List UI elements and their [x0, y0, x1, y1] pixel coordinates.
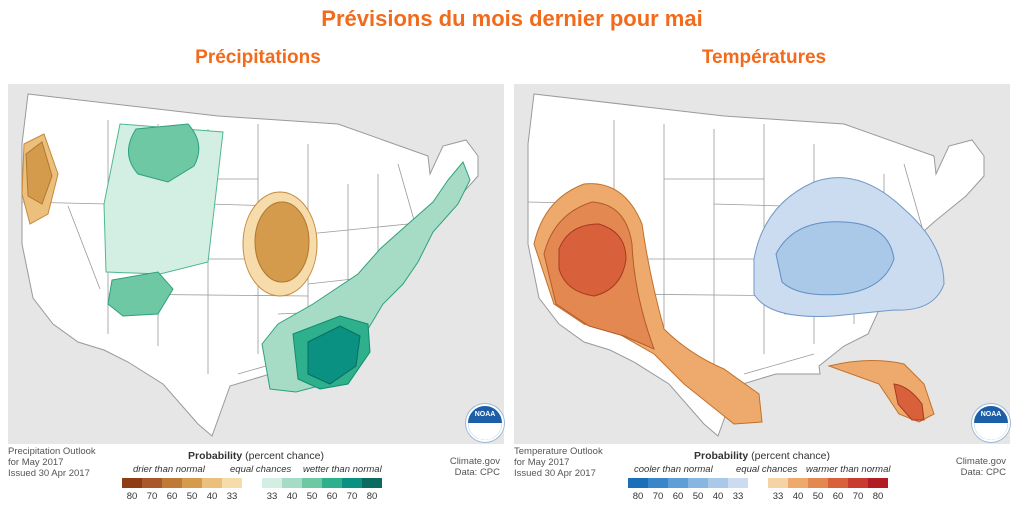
legend-color-bar — [122, 478, 382, 488]
legend-tick-label: 80 — [632, 491, 644, 502]
legend-tick-label: 60 — [672, 491, 684, 502]
main-title: Prévisions du mois dernier pour mai — [321, 6, 703, 31]
legend-color-bar — [628, 478, 888, 488]
legend-title: Probability (percent chance) — [514, 450, 1010, 462]
legend-swatch — [282, 478, 302, 488]
temp-outlook-panel: NOAA Temperature Outlook for May 2017 Is… — [514, 84, 1010, 508]
legend-swatch — [788, 478, 808, 488]
wet-zone-southwest — [107, 271, 174, 317]
legend-swatch — [362, 478, 382, 488]
legend-swatch — [768, 478, 788, 488]
outlook-issued: Issued 30 Apr 2017 — [514, 468, 596, 479]
credit-site: Climate.gov — [955, 456, 1006, 467]
legend-tick-label: 33 — [226, 491, 238, 502]
warm-zone-southwest-core — [558, 223, 627, 297]
legend-tick-label: 50 — [812, 491, 824, 502]
legend-gap — [242, 478, 262, 488]
legend-tick-label: 50 — [692, 491, 704, 502]
legend-tick-label: 40 — [206, 491, 218, 502]
legend-title-bold: Probability — [694, 450, 749, 462]
outlook-issued: Issued 30 Apr 2017 — [8, 468, 90, 479]
legend-tick-label: 33 — [772, 491, 784, 502]
legend-swatch — [868, 478, 888, 488]
legend-tick-label: 50 — [306, 491, 318, 502]
legend-swatch — [142, 478, 162, 488]
legend-tick-label: 60 — [326, 491, 338, 502]
legend-gap — [748, 478, 768, 488]
cool-zone-inner — [775, 221, 895, 296]
legend-swatch — [628, 478, 648, 488]
wet-zone-gulf — [307, 325, 361, 385]
legend-tick-label: 70 — [852, 491, 864, 502]
legend-tick-label: 40 — [792, 491, 804, 502]
legend-swatch — [648, 478, 668, 488]
legend-swatch — [322, 478, 342, 488]
legend-swatch — [162, 478, 182, 488]
legend-swatch — [122, 478, 142, 488]
precip-panel-title: Précipitations — [195, 47, 321, 68]
warm-zone-florida-core — [893, 383, 925, 421]
legend-swatch — [728, 478, 748, 488]
legend-tick-label: 70 — [146, 491, 158, 502]
legend-tick-label: 80 — [872, 491, 884, 502]
legend-swatch — [708, 478, 728, 488]
legend-tick-label: 33 — [266, 491, 278, 502]
legend-caption-wet: wetter than normal — [303, 464, 382, 475]
legend-swatch — [262, 478, 282, 488]
legend-swatch — [302, 478, 322, 488]
legend-title-bold: Probability — [188, 450, 243, 462]
legend-tick-label: 50 — [186, 491, 198, 502]
legend-tick-label: 80 — [126, 491, 138, 502]
legend-tick-label: 40 — [712, 491, 724, 502]
legend-caption-equal: equal chances — [736, 464, 798, 475]
legend-swatch — [182, 478, 202, 488]
legend-caption-warm: warmer than normal — [806, 464, 891, 475]
legend-tick-label: 40 — [286, 491, 298, 502]
noaa-logo-label: NOAA — [474, 411, 496, 418]
legend-swatch — [828, 478, 848, 488]
legend-swatch — [808, 478, 828, 488]
noaa-logo: NOAA — [466, 404, 504, 442]
outlook-period: for May 2017 — [8, 457, 64, 468]
temp-outlook-map — [527, 93, 985, 437]
legend-tick-label: 70 — [346, 491, 358, 502]
legend-tick-label: 33 — [732, 491, 744, 502]
legend-caption-cool: cooler than normal — [634, 464, 713, 475]
legend-tick-label: 60 — [166, 491, 178, 502]
credit-site: Climate.gov — [449, 456, 500, 467]
legend-caption-dry: drier than normal — [133, 464, 205, 475]
legend-ticks: 80 70 60 50 40 33 33 40 50 60 70 80 — [628, 491, 908, 503]
legend-tick-label: 60 — [832, 491, 844, 502]
legend-caption-equal: equal chances — [230, 464, 292, 475]
legend-tick-label: 80 — [366, 491, 378, 502]
credit-data: Data: CPC — [960, 467, 1006, 478]
outlook-title: Temperature Outlook — [514, 446, 603, 457]
outlook-period: for May 2017 — [514, 457, 570, 468]
legend-tick-label: 70 — [652, 491, 664, 502]
outlook-title: Precipitation Outlook — [8, 446, 96, 457]
dry-zone-oregon — [25, 141, 53, 205]
precip-outlook-map — [21, 93, 479, 437]
legend-swatch — [202, 478, 222, 488]
legend-swatch — [222, 478, 242, 488]
dry-zone-midwest-inner — [254, 201, 310, 283]
noaa-logo: NOAA — [972, 404, 1010, 442]
legend-swatch — [688, 478, 708, 488]
legend-title-rest: (percent chance) — [748, 450, 830, 462]
legend-ticks: 80 70 60 50 40 33 33 40 50 60 70 80 — [122, 491, 402, 503]
wet-zone-montana — [128, 123, 200, 183]
legend-title-rest: (percent chance) — [242, 450, 324, 462]
precip-outlook-panel: NOAA Precipitation Outlook for May 2017 … — [8, 84, 504, 508]
legend-swatch — [668, 478, 688, 488]
legend-title: Probability (percent chance) — [8, 450, 504, 462]
credit-data: Data: CPC — [454, 467, 500, 478]
noaa-logo-label: NOAA — [980, 411, 1002, 418]
temp-panel-title: Températures — [701, 47, 827, 68]
legend-swatch — [848, 478, 868, 488]
legend-swatch — [342, 478, 362, 488]
